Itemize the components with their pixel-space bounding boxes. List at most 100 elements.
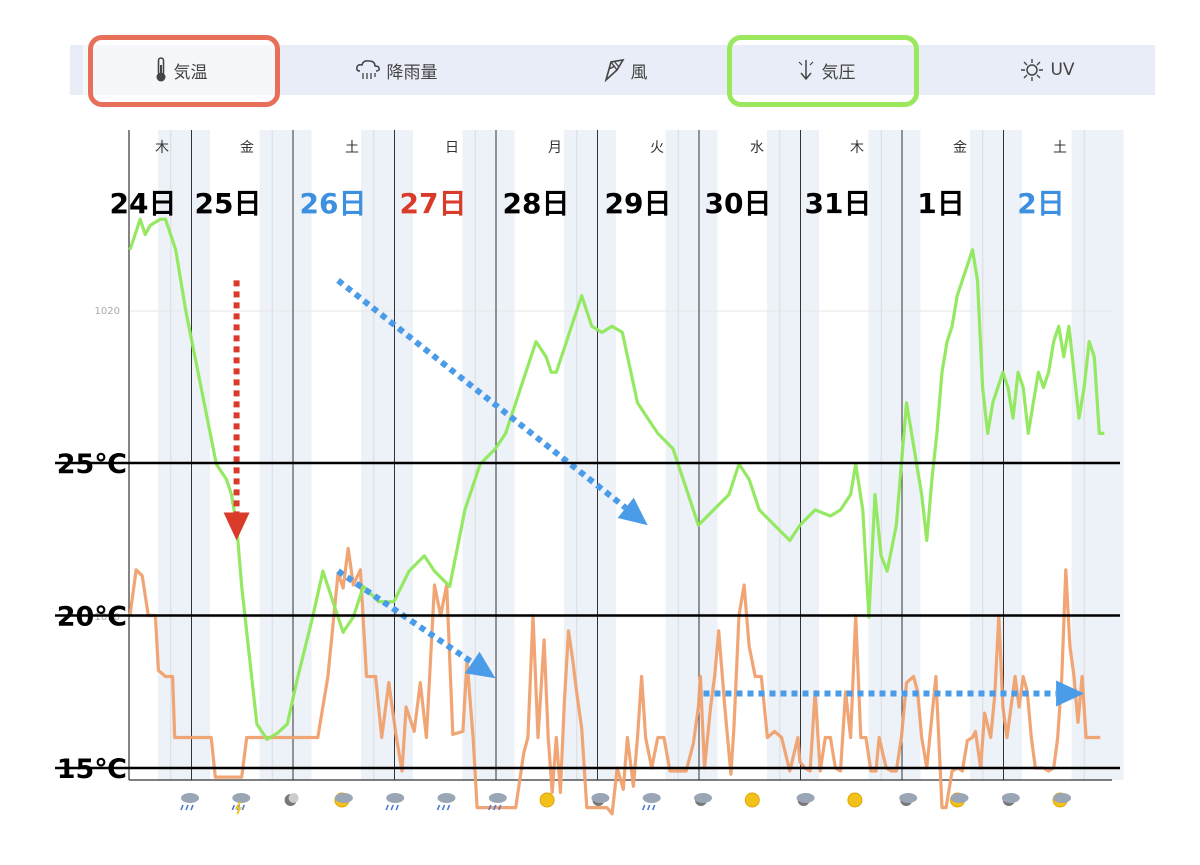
weekday-label: 水 [750, 140, 764, 156]
rain-drops [436, 804, 451, 811]
moon-cloud-icon [899, 793, 918, 806]
pressure-tick-label: 1020 [95, 306, 120, 317]
night-band [868, 130, 921, 780]
annotations [223, 278, 1085, 707]
rain-drops [180, 804, 194, 811]
date-label: 26日 [300, 187, 367, 220]
night-band [259, 130, 312, 780]
weekday-label: 土 [1053, 140, 1067, 156]
day-labels: 木 金 土 日 月 火 水 木 金 土 24日 25日 26日 27日 28日 29日 30日 31日 1日 2日 [110, 140, 1067, 220]
date-label: 1日 [917, 187, 964, 220]
weekday-label: 月 [548, 140, 562, 156]
date-label: 29日 [605, 187, 672, 220]
date-label: 28日 [503, 187, 570, 220]
cloud-moon-icon [1001, 793, 1020, 806]
cloud-shape [796, 793, 815, 803]
cloud-shape [386, 793, 405, 803]
tab-temp-label: 気温 [173, 62, 208, 83]
tab-wind[interactable]: 風 [525, 45, 725, 95]
pressure-ticks: 1010 1020 [95, 306, 120, 623]
tab-bar: 気温 降雨量 風 気圧 UV [70, 45, 1155, 95]
blue-trend-arrow-head [617, 497, 648, 526]
cloud-shape [334, 793, 353, 803]
night-band [361, 130, 413, 780]
date-label: 27日 [400, 187, 467, 220]
tab-pressure[interactable]: 気圧 [738, 45, 913, 95]
rain-icon [436, 793, 456, 811]
cloud-shape [181, 793, 199, 803]
rain-cloud-icon [355, 59, 381, 81]
cloud-shape [1001, 793, 1020, 803]
rain-icon [385, 793, 405, 811]
series [128, 217, 1105, 816]
moon-icon [284, 793, 299, 806]
date-label: 2日 [1017, 187, 1064, 220]
tab-uv-label: UV [1050, 60, 1075, 80]
blue-trend-arrow-line [336, 568, 474, 665]
night-band [767, 130, 819, 780]
date-label: 25日 [195, 187, 262, 220]
blue-trend-arrow-head [464, 651, 496, 679]
sun-icon [539, 792, 555, 808]
tab-rain[interactable]: 降雨量 [302, 45, 490, 95]
sun-cloud-icon [950, 792, 969, 808]
thermometer-icon [154, 57, 168, 83]
pressure-series-line [128, 217, 1105, 741]
lightning-bolt [234, 801, 242, 815]
cloud-shape [642, 793, 661, 803]
weekday-label: 火 [650, 140, 664, 156]
date-label: 24日 [110, 187, 177, 220]
cloud-shape [591, 793, 610, 803]
tab-pressure-label: 気圧 [821, 62, 856, 83]
sun-icon [744, 792, 760, 808]
sun-cloud-icon [1052, 792, 1072, 808]
temp-tick-label: 20℃ [57, 602, 127, 633]
sun-icon [847, 792, 863, 808]
rain-icon [641, 793, 661, 811]
tab-temp[interactable]: 気温 [83, 45, 278, 95]
cloud-moon-icon [591, 793, 610, 806]
rain-icon [180, 793, 199, 811]
cloud-shape [1053, 793, 1072, 803]
night-band [665, 130, 718, 780]
sun-disc [744, 792, 760, 808]
cloud-shape [488, 793, 507, 803]
thunder-rain-icon [231, 793, 251, 815]
tab-rain-label: 降雨量 [386, 62, 438, 83]
sun-cloud-icon [334, 792, 353, 808]
tab-wind-label: 風 [630, 62, 648, 83]
date-label: 31日 [805, 187, 872, 220]
heavy-rain-icon [488, 793, 507, 811]
sun-icon [1020, 58, 1044, 82]
weekday-label: 金 [953, 140, 967, 156]
weekday-label: 日 [445, 140, 459, 156]
temp-tick-label: 25℃ [57, 449, 127, 480]
weekday-label: 木 [850, 140, 864, 156]
moon-shade [288, 793, 299, 803]
weekday-label: 木 [155, 140, 169, 156]
sun-disc [847, 792, 863, 808]
sun-disc [539, 792, 555, 808]
cloud-shape [694, 793, 712, 803]
weather-icons [180, 792, 1072, 815]
night-band [564, 130, 616, 780]
blue-trend-arrow-head [1056, 680, 1085, 707]
cloud-shape [437, 793, 456, 803]
weekday-label: 土 [345, 140, 359, 156]
wind-sock-icon [603, 58, 625, 82]
pressure-tick-label: 1010 [95, 612, 120, 623]
temp-axis: 15℃ 20℃ 25℃ [55, 449, 1120, 785]
temp-tick-label: 15℃ [57, 754, 127, 785]
rain-drops [385, 804, 399, 811]
weekday-label: 金 [240, 140, 254, 156]
cloud-moon-icon [694, 793, 712, 806]
temperature-series-line [128, 546, 1101, 816]
cloud-shape [950, 793, 969, 803]
cloud-shape [232, 793, 251, 803]
day-bands [158, 130, 1124, 780]
tab-uv[interactable]: UV [950, 45, 1145, 95]
pressure-arrow-icon [796, 58, 816, 82]
night-band [1071, 130, 1124, 780]
cloud-moon-icon [796, 793, 815, 806]
